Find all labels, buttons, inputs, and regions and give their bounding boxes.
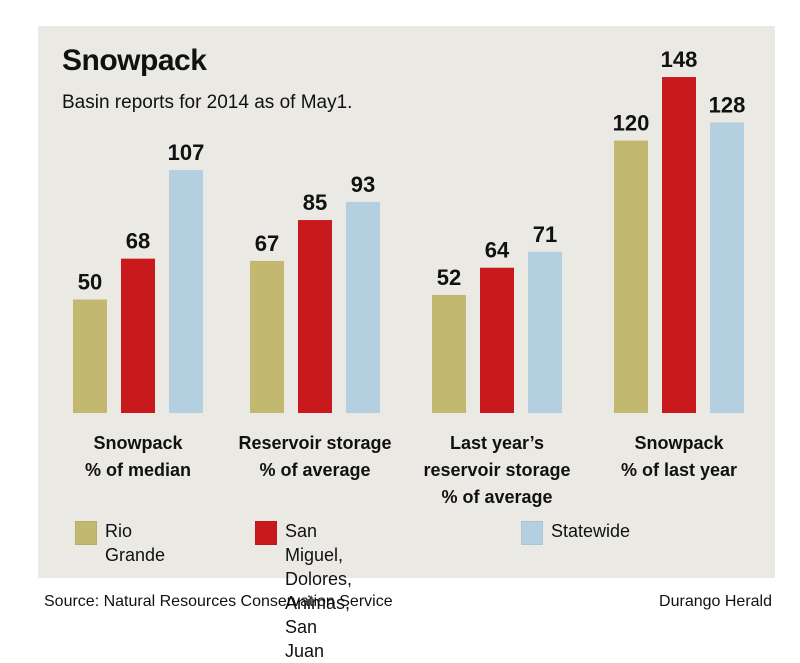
data-label: 93 (351, 172, 375, 197)
legend-swatch-rio-grande (75, 521, 97, 545)
bar-rio-grande-2 (250, 260, 284, 413)
bar-statewide-1 (169, 170, 203, 413)
bar-san-miguel-d-4 (662, 77, 696, 413)
credit: Durango Herald (659, 593, 772, 610)
category-label: Snowpack (634, 433, 724, 453)
category-label: Last year’s (450, 433, 544, 453)
data-label: 52 (437, 265, 461, 290)
legend-label-rio-grande: Rio Grande (105, 521, 166, 565)
category-label: reservoir storage (423, 460, 570, 480)
legend-label-san-miguel-line1: San Miguel, Dolores, (285, 521, 353, 589)
bar-statewide-3 (528, 251, 562, 413)
category-label: % of average (259, 460, 370, 480)
data-label: 128 (709, 92, 746, 117)
legend-item-rio-grande: Rio Grande (75, 521, 165, 567)
data-label: 120 (613, 111, 650, 136)
data-label: 85 (303, 190, 327, 215)
bar-chart: 50 68 107 Snowpack % of median 67 85 93 Reservoi… (73, 47, 746, 507)
bar-san-miguel-d-2 (298, 220, 332, 413)
source-note: Source: Natural Resources Conservation S… (44, 593, 393, 610)
legend-swatch-san-miguel (255, 521, 277, 545)
bar-san-miguel-d-1 (121, 258, 155, 413)
bar-statewide-4 (710, 122, 744, 413)
chart-panel (38, 26, 775, 578)
category-label: % of average (441, 487, 552, 507)
data-label: 67 (255, 231, 279, 256)
bar-statewide-2 (346, 201, 380, 413)
data-label: 148 (661, 47, 698, 72)
legend-label-san-miguel: San Miguel, Dolores, Animas, San Juan (285, 519, 352, 663)
data-label: 64 (485, 238, 510, 263)
data-label: 107 (168, 140, 205, 165)
chart-subtitle: Basin reports for 2014 as of May1. (62, 92, 353, 113)
data-label: 50 (78, 270, 102, 295)
data-label: 68 (126, 229, 150, 254)
category-label: % of last year (621, 460, 737, 480)
legend-swatch-statewide (521, 521, 543, 545)
data-label: 71 (533, 222, 557, 247)
legend-label-statewide: Statewide (551, 521, 631, 541)
legend-item-san-miguel: San Miguel, Dolores, Animas, San Juan (255, 521, 352, 663)
category-label: % of median (85, 460, 191, 480)
bar-san-miguel-d-3 (480, 267, 514, 413)
bar-rio-grande-1 (73, 299, 107, 413)
chart-title: Snowpack (62, 44, 207, 77)
category-label: Snowpack (93, 433, 183, 453)
bar-rio-grande-3 (432, 294, 466, 413)
bar-rio-grande-4 (614, 140, 648, 413)
legend-item-statewide: Statewide (521, 521, 630, 545)
category-label: Reservoir storage (238, 433, 391, 453)
